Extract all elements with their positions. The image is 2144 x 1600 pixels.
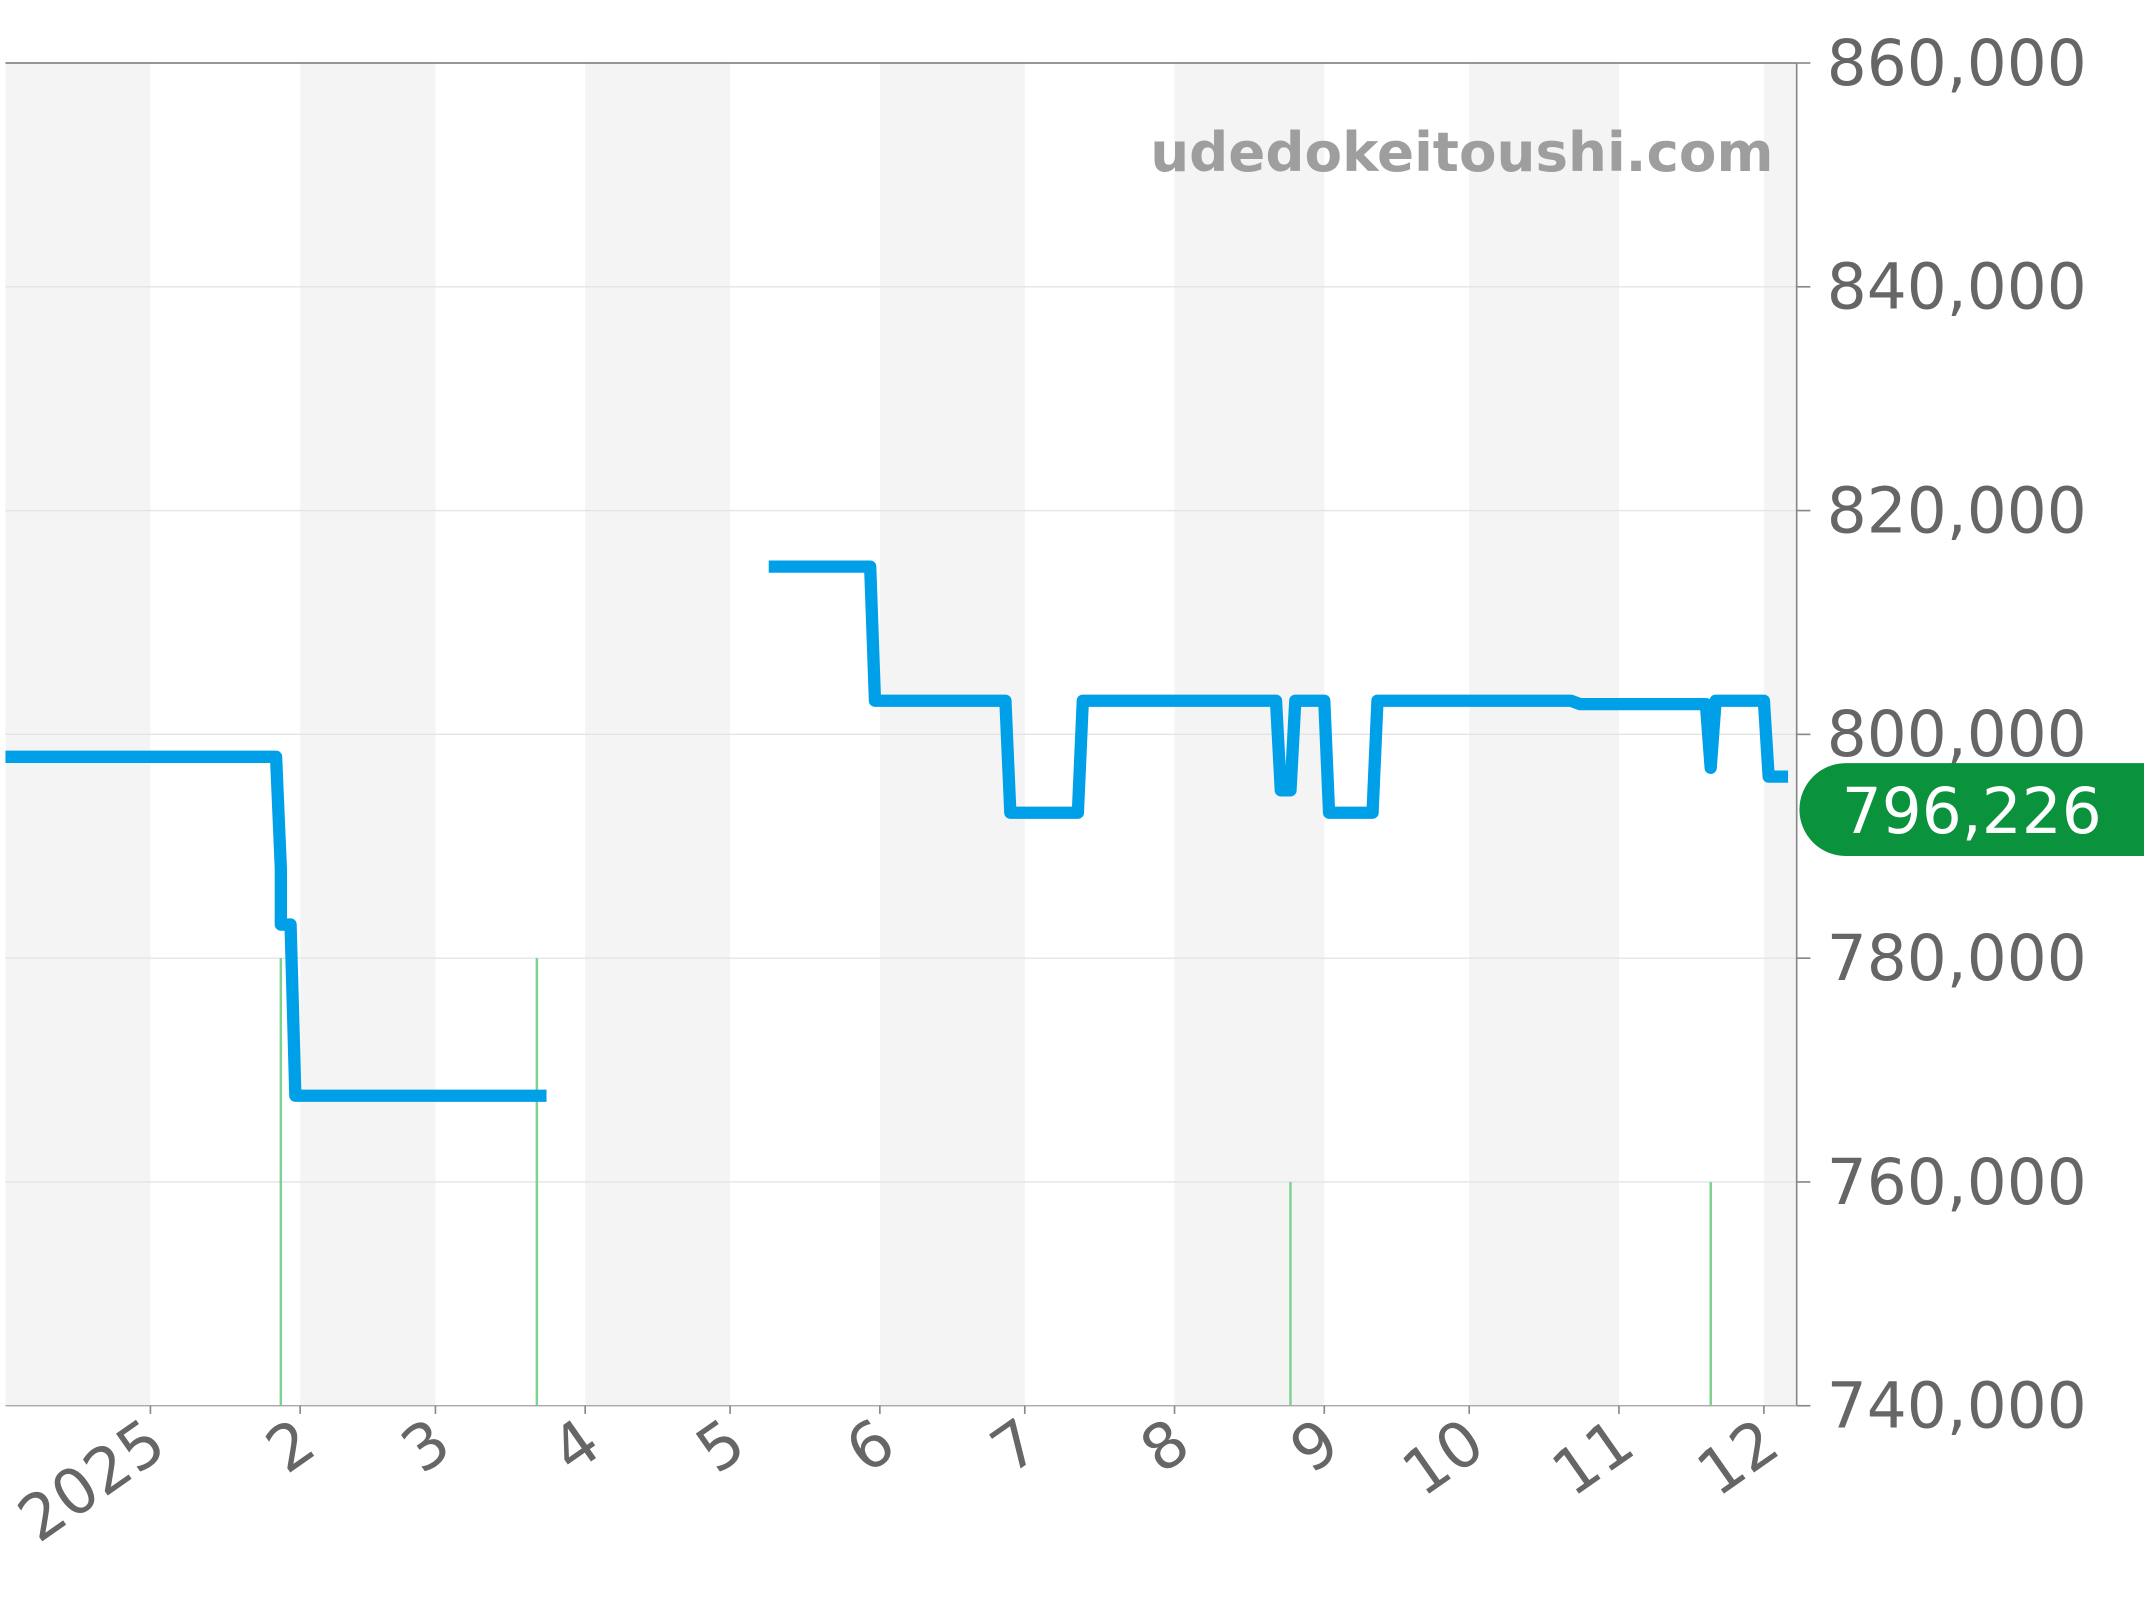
x-tick-label: 6	[833, 1405, 908, 1488]
x-tick-label: 5	[683, 1405, 758, 1488]
y-tick-label: 840,000	[1827, 251, 2087, 324]
price-line-segment	[5, 750, 547, 1102]
x-tick-label: 9	[1277, 1405, 1352, 1488]
x-tick-label: 2	[253, 1405, 328, 1488]
price-line-segment	[768, 560, 1789, 819]
x-axis: 2025 2 3 4 5 6 7 8 9 10 11 12	[5, 1405, 1791, 1557]
y-tick-label: 740,000	[1827, 1370, 2087, 1443]
y-tick-label: 780,000	[1827, 922, 2087, 995]
current-value-label: 796,226	[1842, 775, 2102, 848]
x-tick-label: 10	[1390, 1405, 1497, 1511]
event-markers	[279, 958, 1712, 1406]
y-tick-label: 820,000	[1827, 474, 2087, 547]
y-tick-label: 860,000	[1827, 27, 2087, 100]
x-tick-label: 11	[1539, 1405, 1646, 1511]
current-value-badge: 796,226	[1799, 763, 2144, 857]
x-tick-label: 3	[389, 1405, 464, 1488]
x-tick-label: 2025	[5, 1405, 178, 1557]
y-tick-label: 800,000	[1827, 698, 2087, 771]
current-value-badge-bg	[1799, 763, 2144, 857]
watermark: udedokeitoushi.com	[1150, 120, 1773, 184]
x-tick-label: 4	[538, 1405, 613, 1488]
x-tick-label: 12	[1684, 1405, 1791, 1511]
price-series	[5, 560, 1789, 1102]
x-tick-label: 7	[978, 1405, 1053, 1488]
y-axis: 740,000 760,000 780,000 800,000 820,000 840,0…	[1796, 27, 2087, 1443]
y-tick-label: 760,000	[1827, 1146, 2087, 1219]
x-tick-label: 8	[1128, 1405, 1203, 1488]
